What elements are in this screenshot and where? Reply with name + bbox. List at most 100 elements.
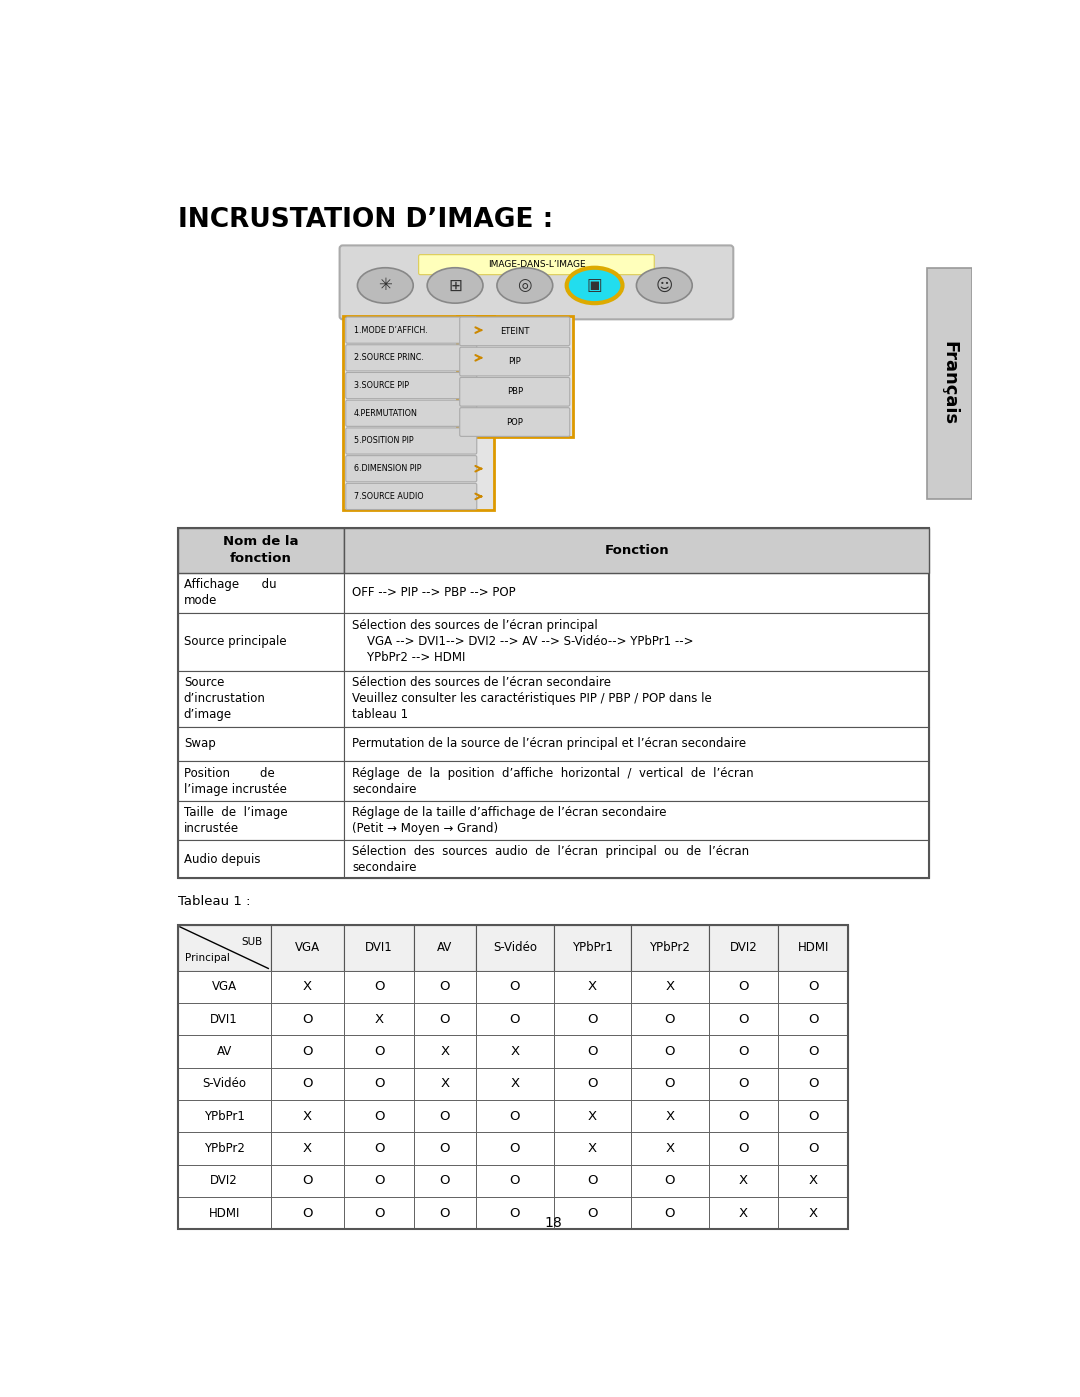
- Bar: [708, 1099, 779, 1133]
- Bar: [177, 1133, 271, 1165]
- Text: 5.POSITION PIP: 5.POSITION PIP: [353, 436, 414, 446]
- Bar: [414, 1067, 476, 1099]
- Bar: [708, 1133, 779, 1165]
- Bar: [779, 971, 848, 1003]
- Bar: [177, 802, 345, 840]
- Bar: [177, 1197, 271, 1229]
- FancyBboxPatch shape: [460, 377, 570, 407]
- Bar: [345, 761, 930, 802]
- Bar: [554, 1165, 631, 1197]
- Text: O: O: [664, 1175, 675, 1187]
- Bar: [177, 726, 345, 761]
- Text: O: O: [664, 1045, 675, 1058]
- Text: O: O: [664, 1207, 675, 1220]
- Text: 3.SOURCE PIP: 3.SOURCE PIP: [353, 381, 408, 390]
- Bar: [414, 1035, 476, 1067]
- Text: Affichage      du
mode: Affichage du mode: [184, 578, 276, 608]
- Bar: [554, 1197, 631, 1229]
- Text: Source
d’incrustation
d’image: Source d’incrustation d’image: [184, 676, 266, 721]
- Text: O: O: [808, 1109, 819, 1123]
- Bar: [414, 1099, 476, 1133]
- Text: S-Vidéo: S-Vidéo: [202, 1077, 246, 1091]
- Text: X: X: [302, 1109, 312, 1123]
- Ellipse shape: [497, 268, 553, 303]
- Text: Nom de la
fonction: Nom de la fonction: [224, 535, 299, 566]
- Bar: [177, 1003, 271, 1035]
- Ellipse shape: [636, 268, 692, 303]
- Text: O: O: [374, 981, 384, 993]
- Text: IMAGE-DANS-L’IMAGE: IMAGE-DANS-L’IMAGE: [488, 260, 585, 270]
- FancyBboxPatch shape: [346, 400, 476, 426]
- Bar: [631, 925, 708, 971]
- Text: O: O: [374, 1077, 384, 1091]
- Text: 18: 18: [544, 1215, 563, 1229]
- Text: O: O: [440, 981, 450, 993]
- Text: DVI2: DVI2: [211, 1175, 238, 1187]
- Bar: [345, 671, 930, 726]
- Text: O: O: [738, 1143, 748, 1155]
- Text: O: O: [588, 1045, 597, 1058]
- FancyBboxPatch shape: [460, 348, 570, 376]
- Bar: [345, 613, 930, 671]
- Text: O: O: [738, 1109, 748, 1123]
- Bar: [708, 1165, 779, 1197]
- Bar: [345, 925, 414, 971]
- Text: POP: POP: [507, 418, 523, 426]
- Text: O: O: [808, 1077, 819, 1091]
- Bar: [271, 1035, 345, 1067]
- Bar: [414, 1165, 476, 1197]
- Bar: [177, 1035, 271, 1067]
- Text: DVI1: DVI1: [211, 1013, 238, 1025]
- Bar: [345, 726, 930, 761]
- Text: O: O: [302, 1077, 313, 1091]
- FancyBboxPatch shape: [346, 317, 476, 344]
- Bar: [345, 1067, 414, 1099]
- Bar: [476, 1099, 554, 1133]
- Text: O: O: [808, 1143, 819, 1155]
- Text: VGA: VGA: [212, 981, 237, 993]
- FancyBboxPatch shape: [419, 254, 654, 275]
- Bar: [708, 1197, 779, 1229]
- Text: Fonction: Fonction: [605, 543, 670, 557]
- Text: X: X: [739, 1207, 748, 1220]
- Text: O: O: [374, 1207, 384, 1220]
- Text: X: X: [588, 1109, 597, 1123]
- Bar: [271, 1197, 345, 1229]
- Text: O: O: [440, 1013, 450, 1025]
- Text: S-Vidéo: S-Vidéo: [492, 942, 537, 954]
- Bar: [476, 971, 554, 1003]
- Text: HDMI: HDMI: [797, 942, 828, 954]
- Bar: [631, 1197, 708, 1229]
- Bar: [345, 1197, 414, 1229]
- Text: YPbPr1: YPbPr1: [571, 942, 612, 954]
- Bar: [779, 1067, 848, 1099]
- Text: O: O: [808, 1013, 819, 1025]
- Bar: [476, 1035, 554, 1067]
- Bar: [177, 925, 848, 1229]
- Bar: [476, 1133, 554, 1165]
- Text: O: O: [588, 1207, 597, 1220]
- Text: O: O: [374, 1109, 384, 1123]
- Bar: [345, 1099, 414, 1133]
- Text: O: O: [588, 1175, 597, 1187]
- Text: Taille  de  l’image
incrustée: Taille de l’image incrustée: [184, 806, 287, 835]
- Bar: [708, 1003, 779, 1035]
- Text: O: O: [808, 1045, 819, 1058]
- Bar: [927, 268, 972, 499]
- Bar: [271, 925, 345, 971]
- Text: Sélection des sources de l’écran principal
    VGA --> DVI1--> DVI2 --> AV --> S: Sélection des sources de l’écran princip…: [352, 619, 693, 665]
- Bar: [342, 316, 494, 510]
- FancyBboxPatch shape: [346, 483, 476, 510]
- Text: SUB: SUB: [242, 937, 262, 947]
- Text: DVI2: DVI2: [729, 942, 757, 954]
- Text: PIP: PIP: [509, 358, 522, 366]
- Bar: [177, 1165, 271, 1197]
- Bar: [779, 1035, 848, 1067]
- Text: PBP: PBP: [507, 387, 523, 397]
- Bar: [708, 971, 779, 1003]
- Bar: [177, 528, 930, 879]
- Bar: [345, 528, 930, 573]
- Bar: [177, 528, 345, 573]
- Text: O: O: [588, 1077, 597, 1091]
- Bar: [345, 1003, 414, 1035]
